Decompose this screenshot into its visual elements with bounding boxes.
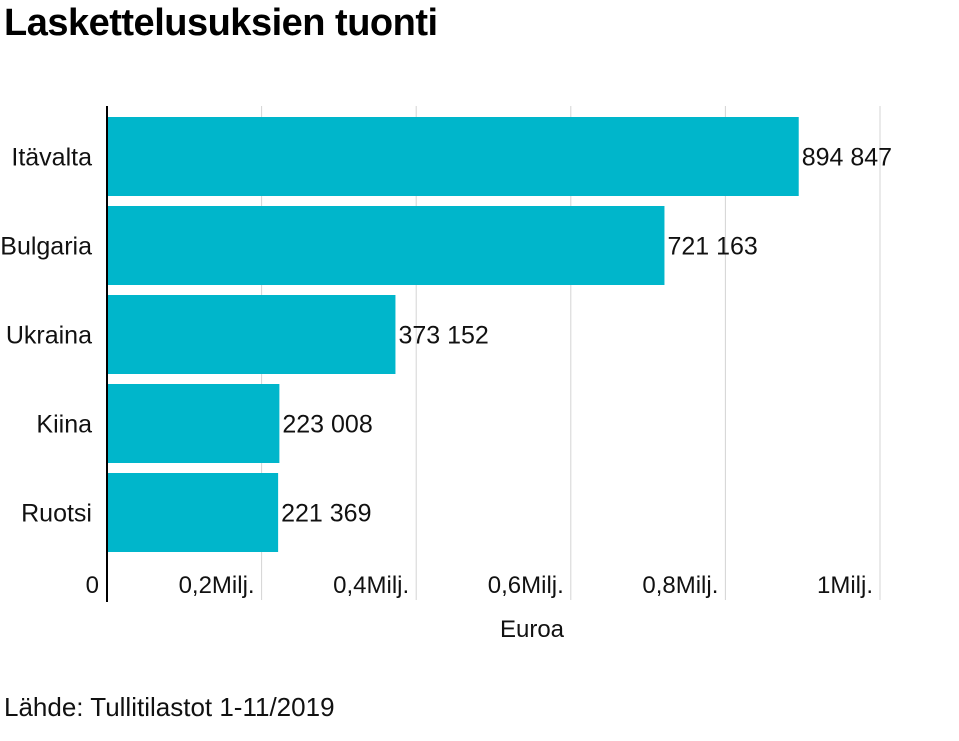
source-note: Lähde: Tullitilastot 1-11/2019 <box>4 692 335 722</box>
x-tick-label: 0,8Milj. <box>642 572 718 599</box>
bar <box>107 384 280 463</box>
bar <box>107 295 396 374</box>
x-axis-label: Euroa <box>500 616 565 643</box>
x-tick-labels: 0 0,2Milj. 0,4Milj. 0,6Milj. 0,8Milj. 1Milj. <box>86 572 873 599</box>
chart-title: Laskettelusuksien tuonti <box>4 2 438 44</box>
x-tick-label: 1Milj. <box>817 572 873 599</box>
category-label: Bulgaria <box>0 233 92 261</box>
category-label: Kiina <box>36 411 92 439</box>
x-tick-label: 0 <box>86 572 99 599</box>
value-label: 721 163 <box>667 233 757 261</box>
category-label: Ukraina <box>6 322 92 350</box>
value-labels: 894 847 721 163 373 152 223 008 221 369 <box>281 144 892 528</box>
bar <box>107 206 665 285</box>
bars <box>107 117 799 552</box>
value-label: 221 369 <box>281 500 371 528</box>
bar <box>107 117 799 196</box>
value-label: 894 847 <box>802 144 892 172</box>
category-label: Itävalta <box>11 144 92 172</box>
value-label: 373 152 <box>398 322 488 350</box>
x-tick-label: 0,6Milj. <box>488 572 564 599</box>
bar <box>107 473 279 552</box>
category-label: Ruotsi <box>21 500 92 528</box>
value-label: 223 008 <box>282 411 372 439</box>
x-tick-label: 0,4Milj. <box>333 572 409 599</box>
x-tick-label: 0,2Milj. <box>179 572 255 599</box>
category-labels: Itävalta Bulgaria Ukraina Kiina Ruotsi <box>0 144 92 528</box>
